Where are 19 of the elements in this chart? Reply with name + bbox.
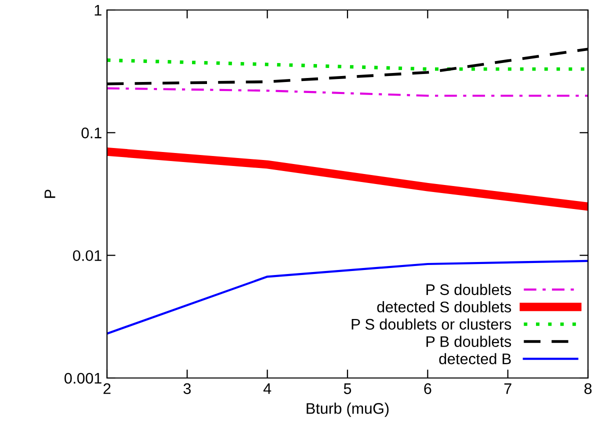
- legend-label: P S doublets: [426, 284, 512, 296]
- y-axis-title: P: [44, 190, 56, 198]
- legend-label: detected S doublets: [377, 301, 512, 312]
- x-tick-label: 2: [104, 383, 110, 394]
- x-tick-label: 3: [184, 383, 191, 394]
- legend-label: P S doublets or clusters: [352, 318, 512, 330]
- x-tick-label: 4: [263, 383, 272, 394]
- y-tick-label: 0.01: [73, 250, 102, 262]
- x-axis-title: Bturb (muG): [306, 402, 389, 417]
- y-tick-label: 0.1: [82, 128, 102, 138]
- line-series: [107, 260, 588, 335]
- x-tick-label: 6: [424, 383, 432, 394]
- x-tick-label: 5: [344, 383, 352, 394]
- y-tick-label: 1: [94, 5, 102, 16]
- legend-label: detected B: [439, 353, 511, 364]
- legend-label: P B doublets: [426, 336, 512, 347]
- x-tick-label: 8: [584, 383, 592, 394]
- y-tick-label: 0.001: [64, 372, 102, 384]
- x-tick-label: 7: [504, 383, 512, 394]
